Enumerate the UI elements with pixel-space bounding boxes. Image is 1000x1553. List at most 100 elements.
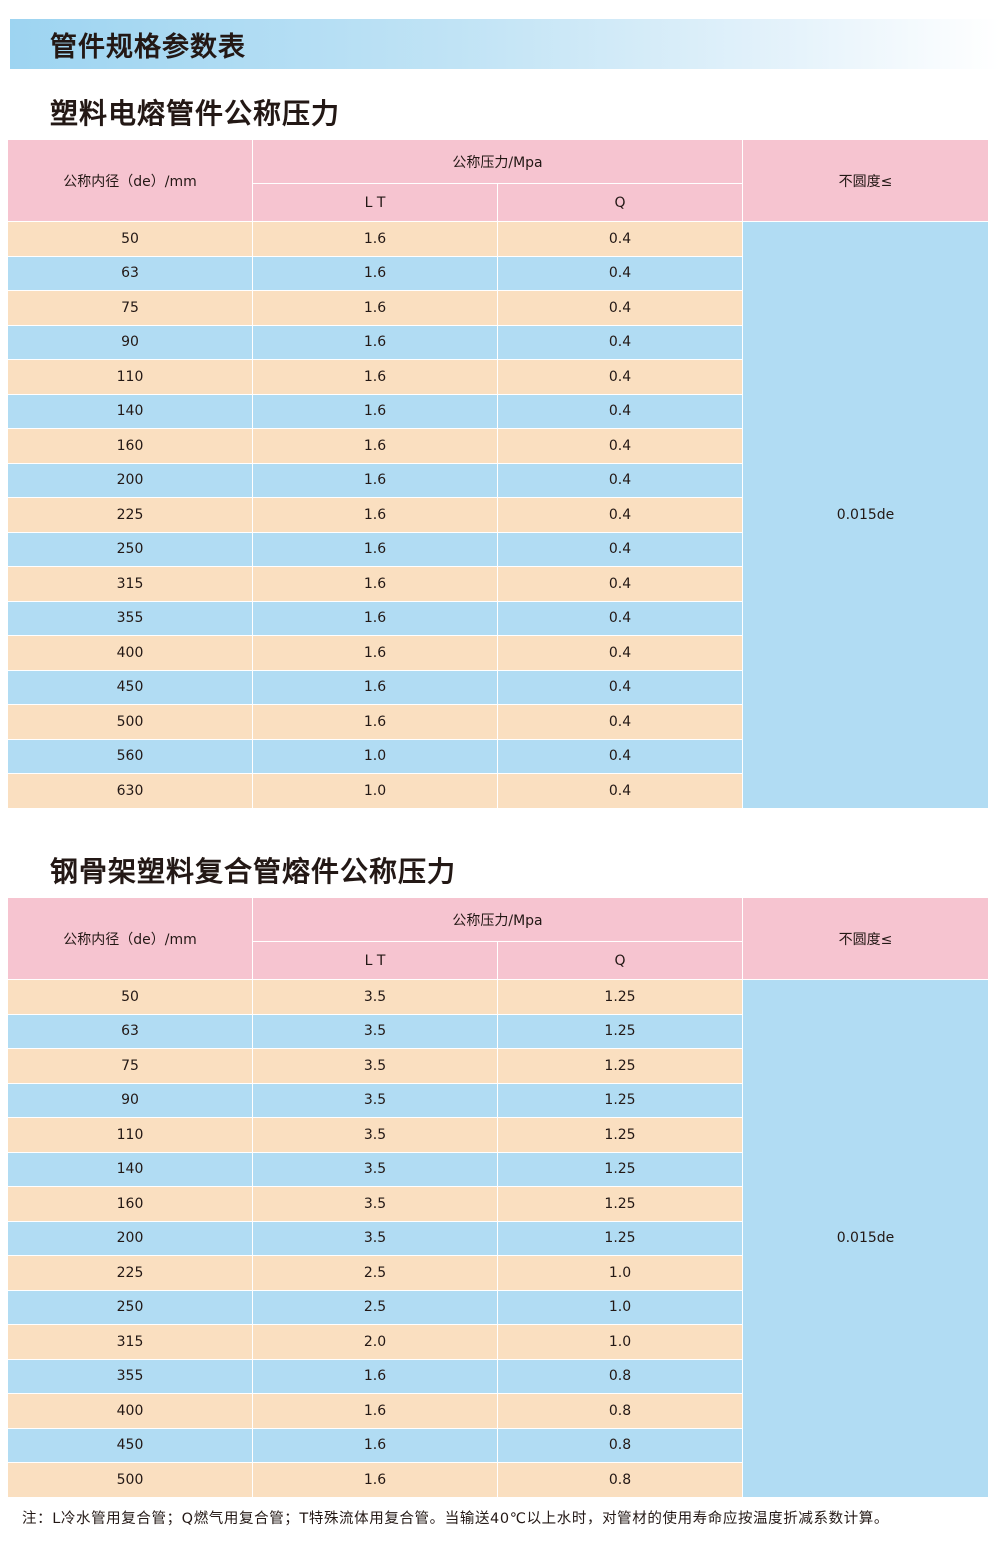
- header-pressure: 公称压力/Mpa: [253, 898, 742, 941]
- cell-diameter: 90: [8, 325, 252, 359]
- cell-lt: 1.6: [253, 1359, 497, 1393]
- header-diameter: 公称内径（de）/mm: [8, 898, 252, 979]
- page-title-banner: 管件规格参数表: [10, 19, 1000, 69]
- cell-lt: 1.0: [253, 774, 497, 808]
- cell-q: 0.4: [498, 636, 742, 670]
- cell-diameter: 160: [8, 1187, 252, 1221]
- cell-q: 1.0: [498, 1325, 742, 1359]
- page-title: 管件规格参数表: [50, 32, 246, 63]
- cell-lt: 3.5: [253, 1083, 497, 1117]
- cell-diameter: 160: [8, 429, 252, 463]
- cell-q: 0.4: [498, 705, 742, 739]
- cell-lt: 1.6: [253, 325, 497, 359]
- cell-lt: 3.5: [253, 1049, 497, 1083]
- cell-diameter: 225: [8, 498, 252, 532]
- cell-diameter: 90: [8, 1083, 252, 1117]
- cell-diameter: 140: [8, 1152, 252, 1186]
- cell-diameter: 250: [8, 1290, 252, 1324]
- cell-lt: 3.5: [253, 1014, 497, 1048]
- cell-q: 0.4: [498, 394, 742, 428]
- cell-diameter: 63: [8, 1014, 252, 1048]
- cell-lt: 1.6: [253, 567, 497, 601]
- cell-q: 1.25: [498, 980, 742, 1014]
- cell-q: 1.25: [498, 1118, 742, 1152]
- cell-diameter: 500: [8, 705, 252, 739]
- cell-diameter: 50: [8, 980, 252, 1014]
- cell-q: 0.4: [498, 360, 742, 394]
- cell-q: 0.4: [498, 429, 742, 463]
- cell-diameter: 110: [8, 1118, 252, 1152]
- cell-roundness: 0.015de: [743, 980, 988, 1497]
- cell-diameter: 250: [8, 532, 252, 566]
- cell-roundness: 0.015de: [743, 222, 988, 808]
- cell-lt: 1.6: [253, 429, 497, 463]
- cell-lt: 1.6: [253, 636, 497, 670]
- header-pressure: 公称压力/Mpa: [253, 140, 742, 183]
- header-lt: L T: [253, 184, 497, 221]
- cell-lt: 2.0: [253, 1325, 497, 1359]
- cell-diameter: 355: [8, 1359, 252, 1393]
- cell-q: 1.25: [498, 1187, 742, 1221]
- footnote: 注：L冷水管用复合管；Q燃气用复合管；T特殊流体用复合管。当输送40℃以上水时，…: [22, 1511, 889, 1527]
- cell-diameter: 200: [8, 1221, 252, 1255]
- cell-lt: 3.5: [253, 1187, 497, 1221]
- cell-q: 0.4: [498, 222, 742, 256]
- cell-diameter: 75: [8, 1049, 252, 1083]
- header-roundness: 不圆度≤: [743, 140, 988, 221]
- cell-q: 0.4: [498, 532, 742, 566]
- table-2-title: 钢骨架塑料复合管熔件公称压力: [50, 855, 457, 888]
- cell-q: 0.4: [498, 601, 742, 635]
- cell-q: 1.25: [498, 1049, 742, 1083]
- cell-lt: 1.6: [253, 670, 497, 704]
- cell-diameter: 355: [8, 601, 252, 635]
- cell-lt: 1.0: [253, 739, 497, 773]
- cell-lt: 1.6: [253, 1428, 497, 1462]
- cell-lt: 1.6: [253, 256, 497, 290]
- cell-lt: 1.6: [253, 463, 497, 497]
- cell-lt: 1.6: [253, 360, 497, 394]
- table-1-title: 塑料电熔管件公称压力: [50, 97, 341, 130]
- cell-diameter: 450: [8, 1428, 252, 1462]
- header-q: Q: [498, 184, 742, 221]
- cell-diameter: 110: [8, 360, 252, 394]
- cell-q: 0.4: [498, 498, 742, 532]
- cell-diameter: 140: [8, 394, 252, 428]
- cell-q: 0.4: [498, 774, 742, 808]
- cell-lt: 1.6: [253, 394, 497, 428]
- cell-q: 0.4: [498, 670, 742, 704]
- cell-diameter: 560: [8, 739, 252, 773]
- cell-q: 1.0: [498, 1290, 742, 1324]
- cell-q: 0.8: [498, 1428, 742, 1462]
- cell-diameter: 50: [8, 222, 252, 256]
- cell-q: 0.4: [498, 739, 742, 773]
- cell-q: 0.4: [498, 325, 742, 359]
- header-diameter: 公称内径（de）/mm: [8, 140, 252, 221]
- cell-diameter: 315: [8, 567, 252, 601]
- cell-q: 1.0: [498, 1256, 742, 1290]
- pressure-table-electrofusion: 公称内径（de）/mm 公称压力/Mpa L T Q 不圆度≤ 50 1.6 0.4 63 1.6…: [8, 140, 988, 808]
- cell-lt: 1.6: [253, 705, 497, 739]
- cell-lt: 1.6: [253, 291, 497, 325]
- cell-lt: 2.5: [253, 1290, 497, 1324]
- header-roundness: 不圆度≤: [743, 898, 988, 979]
- cell-lt: 2.5: [253, 1256, 497, 1290]
- cell-diameter: 315: [8, 1325, 252, 1359]
- cell-q: 0.8: [498, 1359, 742, 1393]
- cell-lt: 3.5: [253, 980, 497, 1014]
- cell-lt: 1.6: [253, 498, 497, 532]
- cell-lt: 1.6: [253, 601, 497, 635]
- cell-diameter: 630: [8, 774, 252, 808]
- pressure-table-steel-composite: 公称内径（de）/mm 公称压力/Mpa L T Q 不圆度≤ 50 3.5 1.25 63 3.…: [8, 898, 988, 1497]
- cell-q: 0.4: [498, 256, 742, 290]
- cell-diameter: 225: [8, 1256, 252, 1290]
- cell-lt: 3.5: [253, 1118, 497, 1152]
- cell-q: 0.8: [498, 1394, 742, 1428]
- cell-q: 0.4: [498, 291, 742, 325]
- cell-q: 1.25: [498, 1152, 742, 1186]
- cell-diameter: 400: [8, 636, 252, 670]
- header-lt: L T: [253, 942, 497, 979]
- cell-lt: 1.6: [253, 532, 497, 566]
- header-q: Q: [498, 942, 742, 979]
- cell-lt: 1.6: [253, 1394, 497, 1428]
- cell-lt: 1.6: [253, 222, 497, 256]
